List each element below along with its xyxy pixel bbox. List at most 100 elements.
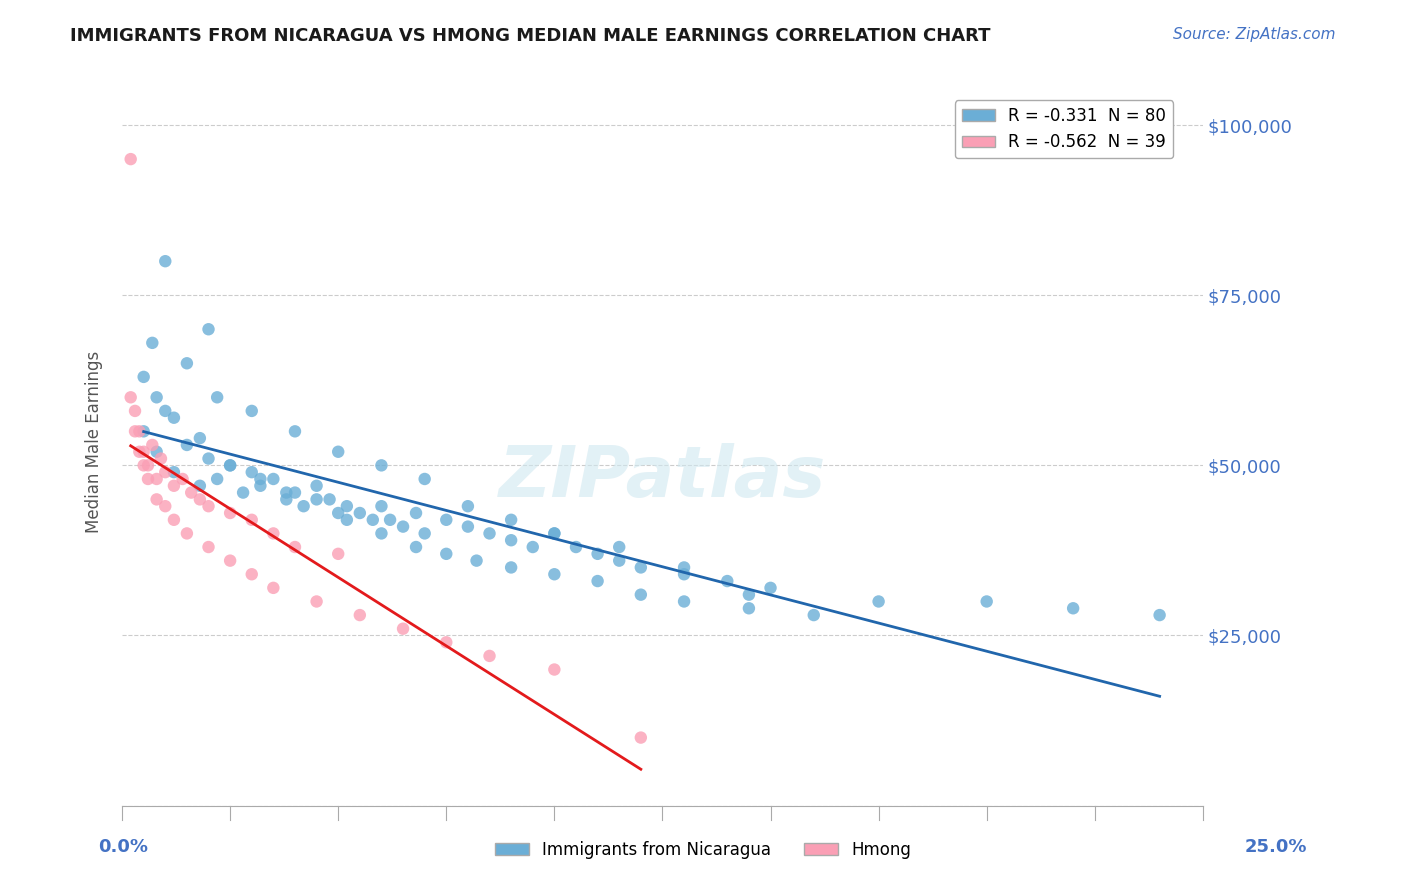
- Point: [262, 526, 284, 541]
- Point: [120, 390, 142, 404]
- Point: [543, 526, 565, 541]
- Point: [141, 335, 163, 350]
- Point: [132, 458, 155, 473]
- Text: IMMIGRANTS FROM NICARAGUA VS HMONG MEDIAN MALE EARNINGS CORRELATION CHART: IMMIGRANTS FROM NICARAGUA VS HMONG MEDIA…: [70, 27, 991, 45]
- Point: [188, 492, 211, 507]
- Point: [543, 567, 565, 582]
- Point: [361, 513, 384, 527]
- Point: [336, 499, 359, 513]
- Point: [305, 594, 328, 608]
- Text: ZIPatlas: ZIPatlas: [499, 443, 827, 512]
- Point: [522, 540, 544, 554]
- Point: [501, 533, 523, 548]
- Point: [284, 485, 307, 500]
- Point: [673, 560, 696, 574]
- Point: [197, 451, 219, 466]
- Point: [607, 554, 630, 568]
- Point: [136, 458, 159, 473]
- Point: [172, 472, 194, 486]
- Point: [457, 499, 479, 513]
- Point: [673, 567, 696, 582]
- Point: [501, 560, 523, 574]
- Point: [176, 356, 198, 370]
- Point: [249, 479, 271, 493]
- Point: [305, 479, 328, 493]
- Point: [478, 526, 501, 541]
- Point: [188, 479, 211, 493]
- Point: [205, 390, 228, 404]
- Point: [205, 472, 228, 486]
- Point: [145, 492, 167, 507]
- Point: [607, 540, 630, 554]
- Point: [465, 554, 488, 568]
- Point: [284, 540, 307, 554]
- Point: [292, 499, 315, 513]
- Point: [262, 581, 284, 595]
- Point: [132, 444, 155, 458]
- Point: [219, 554, 242, 568]
- Point: [413, 526, 436, 541]
- Point: [219, 458, 242, 473]
- Point: [232, 485, 254, 500]
- Point: [176, 438, 198, 452]
- Point: [318, 492, 340, 507]
- Point: [155, 499, 177, 513]
- Point: [349, 608, 371, 623]
- Point: [163, 465, 186, 479]
- Point: [276, 485, 298, 500]
- Point: [141, 438, 163, 452]
- Point: [434, 635, 457, 649]
- Point: [249, 472, 271, 486]
- Point: [370, 526, 392, 541]
- Point: [457, 519, 479, 533]
- Point: [219, 506, 242, 520]
- Point: [163, 410, 186, 425]
- Text: Source: ZipAtlas.com: Source: ZipAtlas.com: [1173, 27, 1336, 42]
- Point: [128, 444, 150, 458]
- Point: [132, 370, 155, 384]
- Point: [180, 485, 202, 500]
- Point: [976, 594, 998, 608]
- Point: [145, 444, 167, 458]
- Point: [155, 254, 177, 268]
- Y-axis label: Median Male Earnings: Median Male Earnings: [86, 351, 103, 533]
- Point: [392, 622, 415, 636]
- Point: [586, 547, 609, 561]
- Point: [240, 567, 263, 582]
- Point: [197, 499, 219, 513]
- Point: [501, 513, 523, 527]
- Point: [378, 513, 401, 527]
- Point: [803, 608, 825, 623]
- Point: [145, 390, 167, 404]
- Point: [630, 588, 652, 602]
- Point: [305, 492, 328, 507]
- Point: [163, 513, 186, 527]
- Point: [155, 465, 177, 479]
- Point: [240, 404, 263, 418]
- Point: [434, 513, 457, 527]
- Point: [1062, 601, 1084, 615]
- Point: [120, 152, 142, 166]
- Point: [630, 560, 652, 574]
- Point: [630, 731, 652, 745]
- Point: [188, 431, 211, 445]
- Point: [759, 581, 782, 595]
- Point: [413, 472, 436, 486]
- Point: [349, 506, 371, 520]
- Point: [405, 540, 427, 554]
- Text: 0.0%: 0.0%: [98, 838, 149, 856]
- Point: [262, 472, 284, 486]
- Point: [284, 425, 307, 439]
- Point: [132, 425, 155, 439]
- Point: [673, 594, 696, 608]
- Point: [136, 472, 159, 486]
- Point: [565, 540, 588, 554]
- Point: [543, 663, 565, 677]
- Point: [197, 540, 219, 554]
- Point: [586, 574, 609, 588]
- Legend: R = -0.331  N = 80, R = -0.562  N = 39: R = -0.331 N = 80, R = -0.562 N = 39: [955, 100, 1173, 158]
- Point: [163, 479, 186, 493]
- Text: 25.0%: 25.0%: [1246, 838, 1308, 856]
- Point: [328, 444, 350, 458]
- Point: [478, 648, 501, 663]
